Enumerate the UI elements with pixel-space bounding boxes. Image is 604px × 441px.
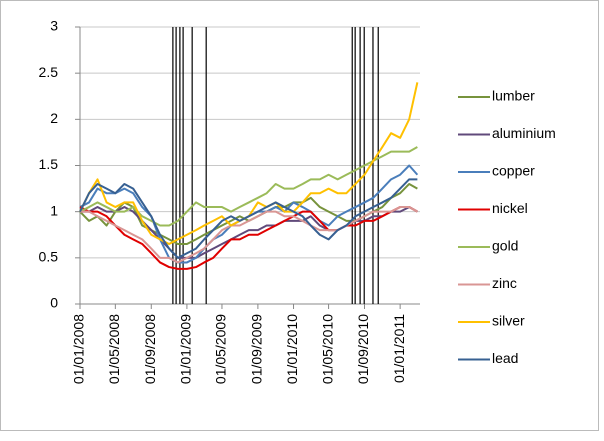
- y-tick-label: 0.5: [39, 249, 59, 265]
- series-line: [80, 206, 418, 264]
- x-tick-label: 01/05/2010: [319, 314, 335, 384]
- x-tick-label: 01/01/2008: [71, 314, 87, 384]
- series-line: [80, 206, 418, 259]
- legend-label: zinc: [492, 275, 517, 291]
- x-tick-label: 01/09/2010: [355, 314, 371, 384]
- x-tick-label: 01/01/2011: [391, 314, 407, 383]
- legend-label: lumber: [492, 88, 535, 104]
- y-tick-label: 3: [50, 18, 58, 34]
- x-tick-label: 01/01/2009: [178, 314, 194, 384]
- legend-label: copper: [492, 163, 535, 179]
- x-tick-label: 01/01/2010: [284, 314, 300, 384]
- x-tick-label: 01/09/2009: [249, 314, 265, 384]
- series-line: [79, 178, 418, 259]
- x-tick-label: 01/05/2009: [213, 314, 229, 384]
- y-tick-label: 2: [50, 110, 58, 126]
- x-tick-label: 01/09/2008: [142, 314, 158, 384]
- legend-label: lead: [492, 350, 518, 366]
- legend-label: aluminium: [492, 125, 556, 141]
- legend-label: gold: [492, 238, 518, 254]
- y-tick-label: 0: [50, 295, 58, 311]
- legend-label: nickel: [492, 200, 528, 216]
- series-line: [79, 206, 418, 270]
- y-tick-label: 1: [50, 202, 58, 218]
- legend-label: silver: [492, 313, 525, 329]
- y-tick-label: 1.5: [39, 156, 59, 172]
- x-tick-label: 01/05/2008: [106, 314, 122, 384]
- y-tick-label: 2.5: [39, 64, 59, 80]
